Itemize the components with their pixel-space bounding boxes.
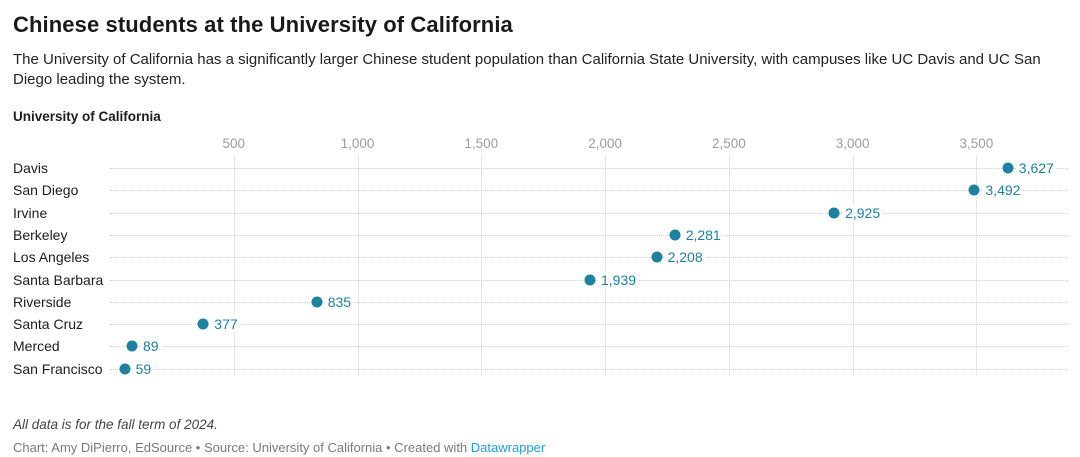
data-point-dot bbox=[651, 251, 663, 263]
byline-text: Chart: Amy DiPierro, EdSource • Source: … bbox=[13, 440, 471, 455]
leader-line bbox=[110, 368, 1068, 370]
row-label: Merced bbox=[13, 338, 60, 355]
value-label: 835 bbox=[324, 293, 355, 310]
x-gridline bbox=[976, 155, 978, 376]
leader-line bbox=[110, 346, 1068, 348]
value-label: 1,939 bbox=[598, 271, 640, 288]
x-tick-label: 1,000 bbox=[340, 136, 375, 151]
leader-line bbox=[110, 257, 1068, 259]
chart-area: 500 1,000 1,500 2,000 2,500 3,000 3,500 Davis 3,… bbox=[0, 126, 1080, 384]
value-label: 3,627 bbox=[1015, 160, 1057, 176]
row-label: Santa Cruz bbox=[13, 316, 84, 333]
row-label: Riverside bbox=[13, 293, 72, 310]
data-point-dot bbox=[197, 318, 209, 330]
value-label: 377 bbox=[211, 316, 241, 333]
row-label: Davis bbox=[13, 160, 49, 176]
leader-line bbox=[110, 190, 1068, 192]
value-label: 3,492 bbox=[982, 182, 1024, 199]
x-tick-label: 1,500 bbox=[464, 136, 499, 151]
leader-line bbox=[110, 234, 1068, 236]
x-gridline bbox=[357, 155, 359, 376]
data-point-dot bbox=[119, 363, 131, 375]
value-label: 2,208 bbox=[664, 249, 706, 266]
byline: Chart: Amy DiPierro, EdSource • Source: … bbox=[13, 440, 545, 455]
chart-notes: All data is for the fall term of 2024. bbox=[13, 416, 218, 432]
row-label: Irvine bbox=[13, 204, 48, 221]
x-gridline bbox=[605, 155, 607, 376]
row-label: San Francisco bbox=[13, 360, 103, 377]
x-tick-label: 3,500 bbox=[959, 136, 994, 151]
data-point-dot bbox=[828, 207, 840, 219]
row-label: Berkeley bbox=[13, 226, 68, 243]
datawrapper-link[interactable]: Datawrapper bbox=[470, 440, 546, 455]
data-point-dot bbox=[968, 184, 980, 196]
row-label: San Diego bbox=[13, 182, 79, 199]
x-gridline bbox=[233, 155, 235, 376]
header: Chinese students at the University of Ca… bbox=[13, 12, 1067, 90]
x-gridline bbox=[481, 155, 483, 376]
x-tick-label: 2,000 bbox=[588, 136, 622, 151]
x-gridline bbox=[852, 155, 854, 376]
data-point-dot bbox=[1002, 162, 1014, 174]
value-label: 2,281 bbox=[682, 226, 724, 243]
x-tick-label: 2,500 bbox=[711, 136, 746, 151]
value-label: 2,925 bbox=[842, 204, 884, 221]
leader-line bbox=[110, 168, 1068, 169]
data-point-dot bbox=[126, 340, 138, 352]
chart-description: The University of California has a signi… bbox=[13, 51, 1041, 89]
row-label: Los Angeles bbox=[13, 249, 90, 266]
leader-line bbox=[110, 212, 1068, 214]
data-point-dot bbox=[669, 229, 681, 241]
data-point-dot bbox=[311, 296, 323, 308]
row-label: Santa Barbara bbox=[13, 271, 104, 288]
x-tick-label: 3,000 bbox=[835, 136, 870, 151]
value-label: 89 bbox=[140, 338, 162, 355]
x-gridline bbox=[728, 155, 730, 376]
leader-line bbox=[110, 324, 1068, 326]
value-label: 59 bbox=[132, 360, 155, 377]
leader-line bbox=[110, 301, 1068, 303]
data-point-dot bbox=[584, 274, 596, 285]
chart-headline: Chinese students at the University of Ca… bbox=[13, 12, 513, 37]
chart-group-label: University of California bbox=[13, 109, 161, 124]
x-tick-label: 500 bbox=[222, 136, 246, 151]
